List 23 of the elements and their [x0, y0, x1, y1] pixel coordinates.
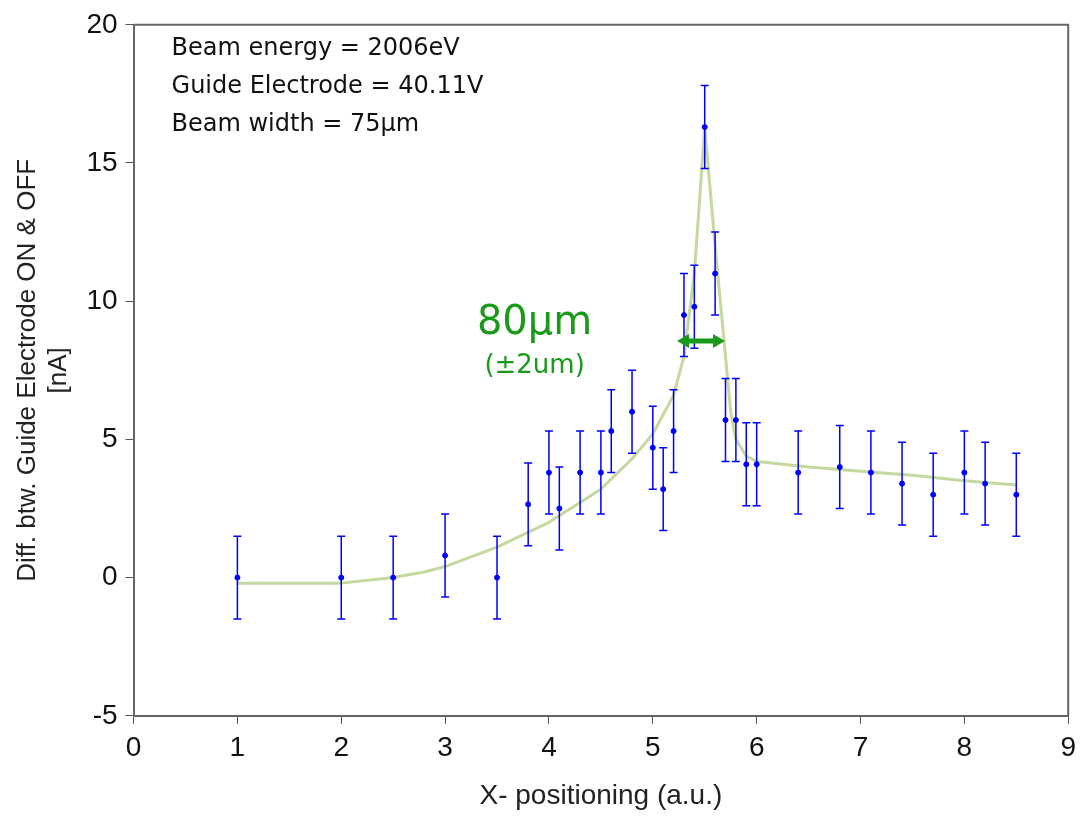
y-tick-label: 5 — [101, 422, 118, 454]
annotation: Beam width = 75μm — [171, 108, 420, 137]
annotation: (±2um) — [484, 348, 585, 379]
x-tick-label: 4 — [541, 731, 557, 763]
x-tick-label: 5 — [645, 731, 661, 763]
annotation: Guide Electrode = 40.11V — [171, 70, 484, 99]
x-tick-label: 2 — [333, 731, 350, 763]
y-tick-label: 0 — [101, 560, 118, 592]
x-tick-label: 9 — [1060, 731, 1076, 763]
x-tick-label: 1 — [229, 731, 246, 763]
y-tick-label: 20 — [86, 7, 118, 39]
y-tick-label: -5 — [92, 698, 118, 730]
x-tick-label: 8 — [956, 731, 973, 763]
x-axis-title: X- positioning (a.u.) — [479, 778, 723, 810]
x-tick-label: 6 — [748, 731, 765, 763]
y-axis-title: Diff. btw. Guide Electrode ON & OFF [nA] — [10, 158, 72, 582]
y-tick-label: 15 — [86, 145, 118, 177]
x-tick-label: 7 — [852, 731, 869, 763]
annotation: Beam energy = 2006eV — [171, 32, 460, 61]
annotation: 80μm — [476, 296, 593, 343]
x-tick-label: 0 — [125, 731, 142, 763]
y-tick-label: 10 — [86, 283, 118, 315]
x-tick-label: 3 — [437, 731, 453, 763]
